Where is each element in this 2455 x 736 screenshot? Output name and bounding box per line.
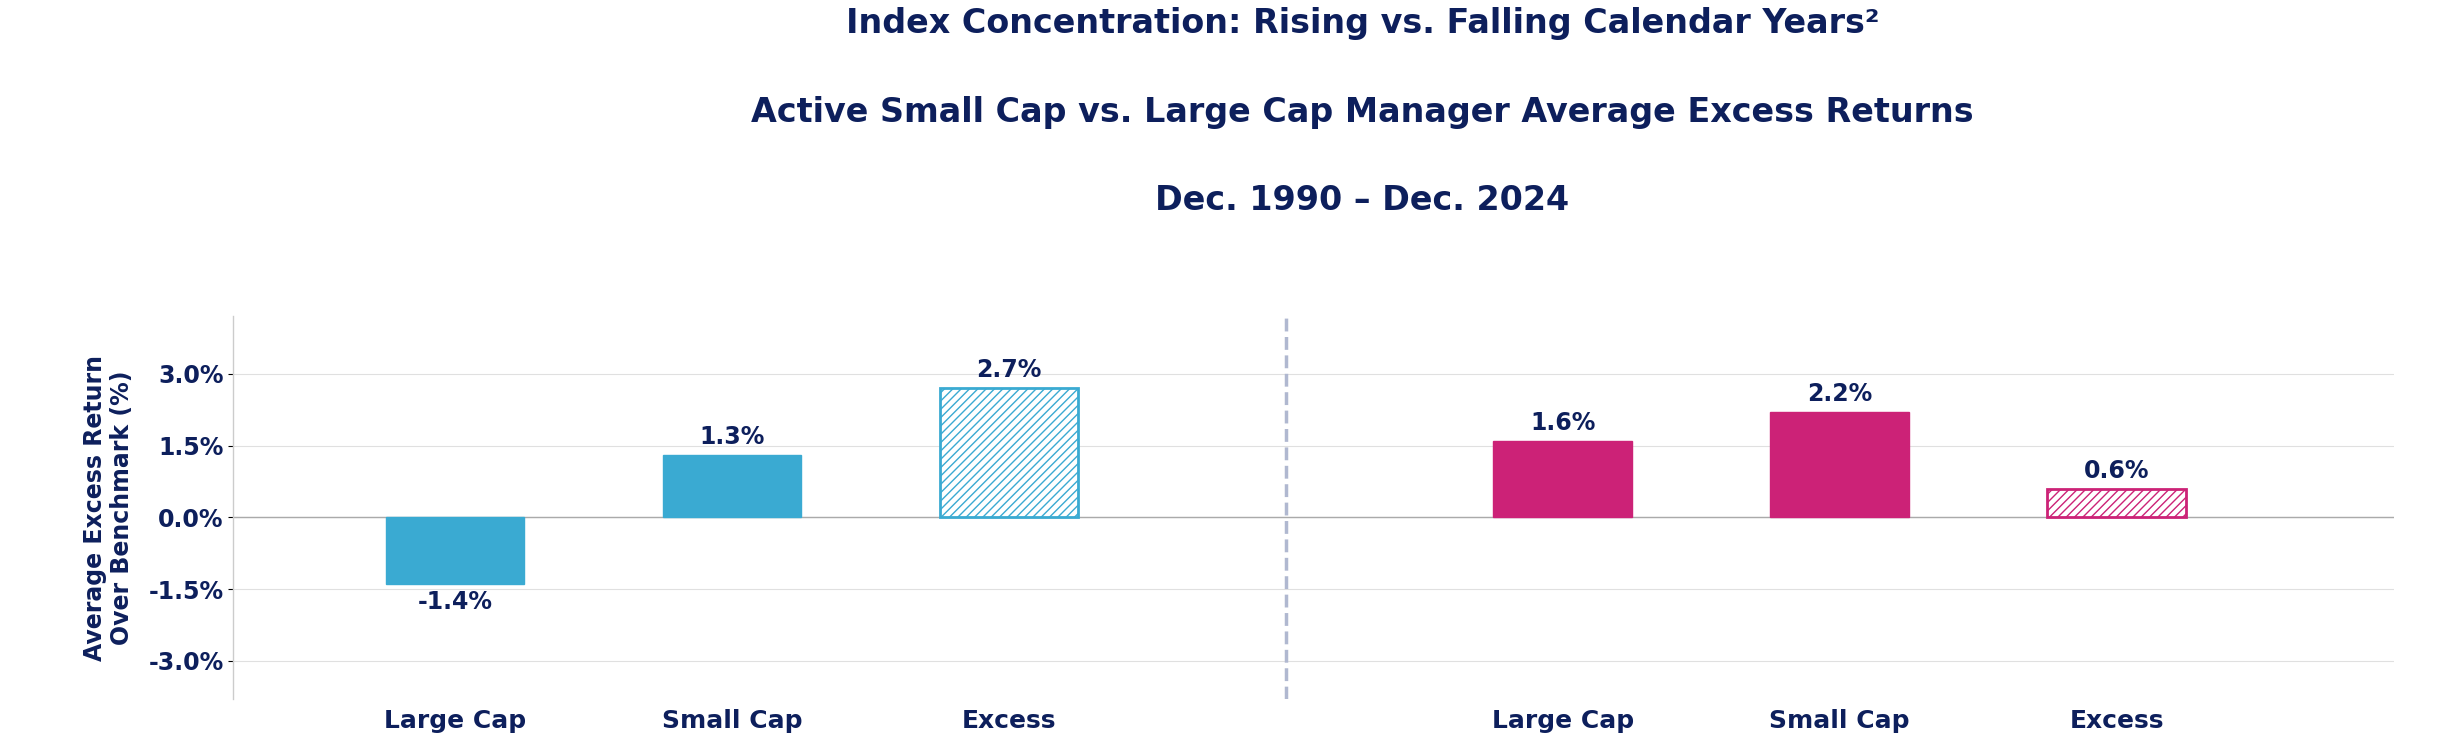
Text: 1.6%: 1.6%: [1529, 411, 1596, 435]
Text: 2.7%: 2.7%: [977, 358, 1041, 383]
Bar: [2047, 489, 2185, 517]
Bar: [940, 389, 1078, 517]
Text: Small Cap: Small Cap: [660, 709, 803, 733]
Bar: [663, 455, 800, 517]
Text: Small Cap: Small Cap: [1770, 709, 1910, 733]
Bar: [1770, 412, 1910, 517]
Text: Excess
(Small - Large): Excess (Small - Large): [2013, 709, 2222, 736]
Text: 1.3%: 1.3%: [700, 425, 764, 450]
Y-axis label: Average Excess Return
Over Benchmark (%): Average Excess Return Over Benchmark (%): [83, 355, 135, 661]
Text: 2.2%: 2.2%: [1807, 383, 1873, 406]
Text: -1.4%: -1.4%: [417, 590, 493, 614]
Text: Dec. 1990 – Dec. 2024: Dec. 1990 – Dec. 2024: [1156, 184, 1569, 217]
Text: Large Cap: Large Cap: [383, 709, 525, 733]
Bar: [385, 517, 523, 584]
Bar: [1493, 441, 1633, 517]
Text: Active Small Cap vs. Large Cap Manager Average Excess Returns: Active Small Cap vs. Large Cap Manager A…: [751, 96, 1974, 129]
Text: Large Cap: Large Cap: [1493, 709, 1633, 733]
Text: 0.6%: 0.6%: [2084, 459, 2151, 483]
Text: Index Concentration: Rising vs. Falling Calendar Years²: Index Concentration: Rising vs. Falling …: [847, 7, 1878, 40]
Text: Excess
(Small - Large): Excess (Small - Large): [903, 709, 1115, 736]
